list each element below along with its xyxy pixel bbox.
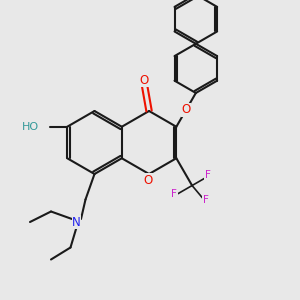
Text: F: F (203, 195, 208, 205)
Text: O: O (143, 173, 152, 187)
Text: O: O (140, 74, 149, 87)
Text: HO: HO (22, 122, 39, 132)
Text: N: N (72, 215, 81, 229)
Text: F: F (171, 189, 177, 199)
Text: O: O (182, 103, 191, 116)
Text: F: F (205, 170, 211, 180)
